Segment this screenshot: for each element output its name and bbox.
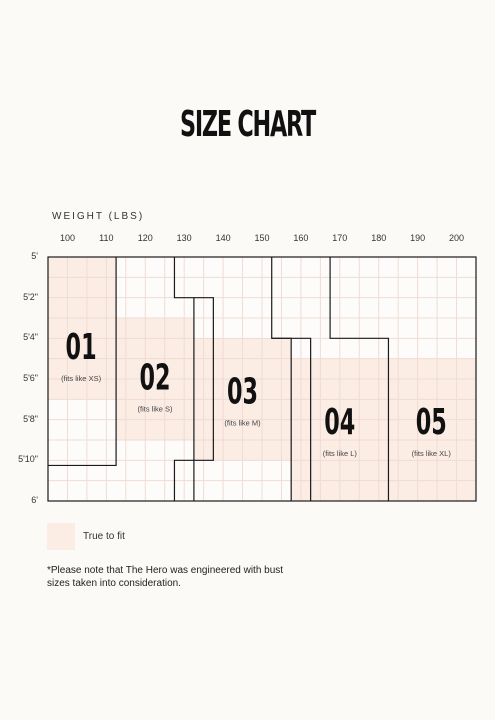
- legend-label: True to fit: [83, 531, 125, 542]
- x-tick-label: 180: [371, 233, 387, 243]
- size-fit-label-03: (fits like M): [224, 419, 261, 428]
- size-number-03: 03: [227, 371, 258, 413]
- size-boundary-1: [48, 257, 117, 467]
- size-boundary-6: [329, 257, 390, 501]
- size-fit-label-04: (fits like L): [323, 449, 358, 458]
- size-number-02: 02: [139, 357, 170, 399]
- y-tick-label: 6': [31, 495, 38, 505]
- y-tick-label: 5'8": [23, 413, 38, 424]
- y-tick-label: 5': [31, 251, 38, 261]
- x-tick-label: 140: [215, 233, 231, 243]
- x-tick-label: 130: [176, 233, 192, 243]
- y-tick-label: 5'4": [23, 332, 38, 343]
- y-tick-label: 5'10": [18, 454, 38, 465]
- size-fit-label-01: (fits like XS): [61, 374, 102, 383]
- size-fit-label-05: (fits like XL): [412, 449, 452, 458]
- x-tick-label: 200: [449, 233, 465, 243]
- x-tick-label: 160: [293, 233, 309, 243]
- y-tick-label: 5'6": [23, 373, 38, 383]
- x-tick-label: 190: [410, 233, 426, 243]
- size-boundary-3: [173, 297, 214, 501]
- footnote: *Please note that The Hero was engineere…: [47, 565, 284, 589]
- size-boundary-2: [173, 257, 195, 501]
- size-number-05: 05: [416, 402, 447, 444]
- x-tick-label: 120: [137, 233, 153, 243]
- size-fit-label-02: (fits like S): [137, 404, 173, 413]
- x-tick-label: 150: [254, 233, 270, 243]
- size-boundary-5: [271, 337, 312, 501]
- legend-swatch: [47, 523, 75, 550]
- x-axis-title: WEIGHT (LBS): [52, 211, 145, 222]
- x-tick-label: 110: [99, 233, 114, 243]
- size-number-01: 01: [66, 326, 97, 368]
- y-tick-label: 5'2": [23, 291, 38, 302]
- x-tick-label: 100: [59, 233, 75, 243]
- grid-frame: [47, 256, 477, 502]
- chart-title: SIZE CHART: [180, 104, 316, 145]
- size-region-01: [48, 257, 117, 400]
- x-tick-label: 170: [332, 233, 348, 243]
- size-region-05: [388, 358, 476, 501]
- size-number-04: 04: [324, 402, 355, 444]
